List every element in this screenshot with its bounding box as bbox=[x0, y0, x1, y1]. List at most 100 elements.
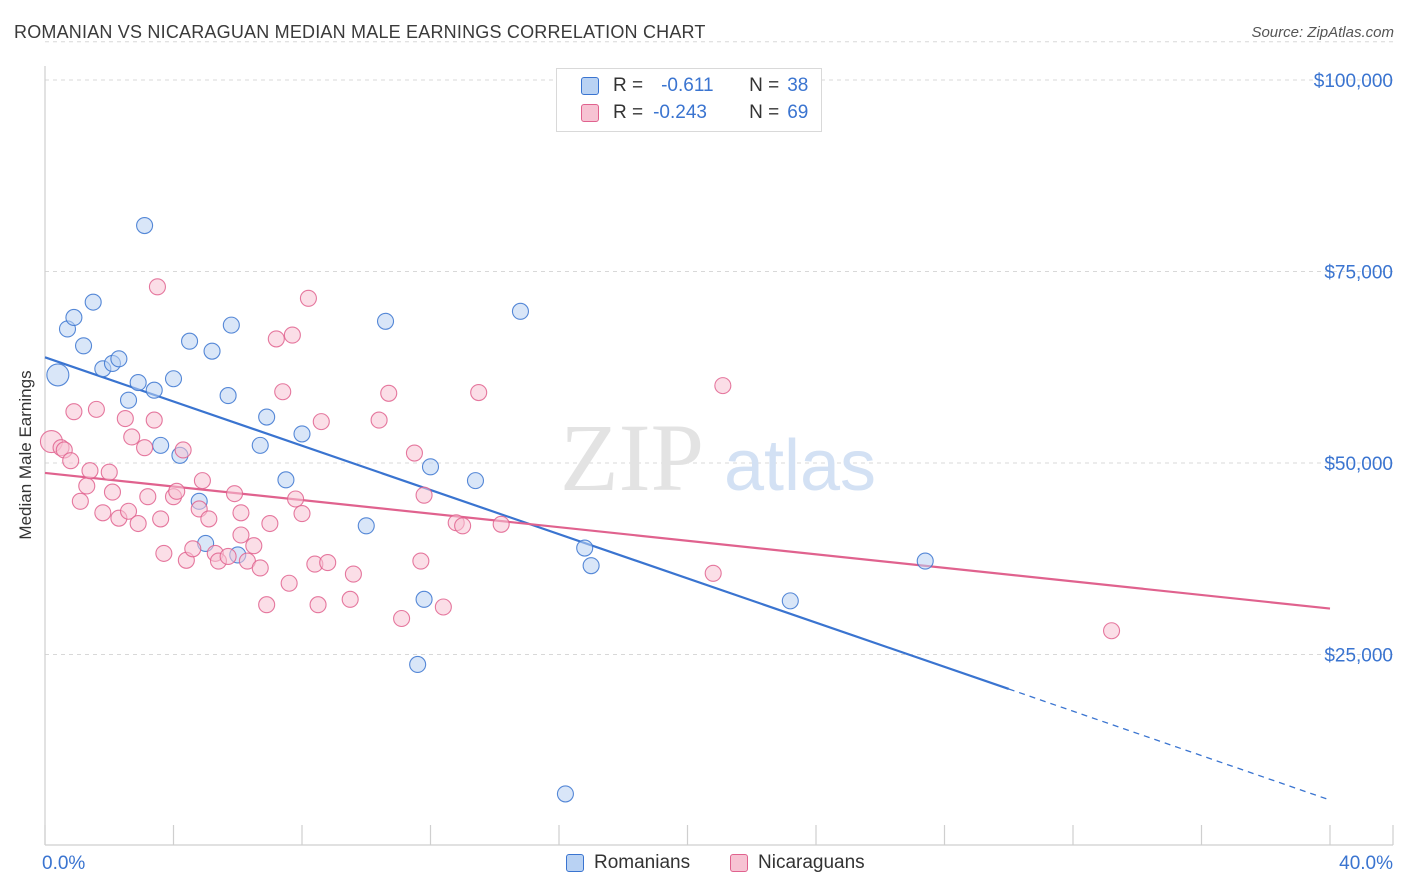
legend-r-value: -0.611 bbox=[661, 75, 714, 96]
nicaraguan-point bbox=[287, 490, 305, 508]
nicaraguan-point bbox=[274, 383, 292, 401]
data-points bbox=[39, 216, 1121, 803]
romanian-point bbox=[357, 517, 375, 535]
romanian-point bbox=[251, 436, 269, 454]
nicaraguan-point bbox=[219, 547, 237, 566]
nicaraguan-point bbox=[293, 505, 311, 523]
regression-lines bbox=[44, 356, 1331, 801]
romanian-point bbox=[145, 381, 163, 399]
nicaraguan-point bbox=[370, 411, 388, 429]
nicaraguan-point bbox=[380, 384, 398, 402]
romanian-point bbox=[376, 312, 395, 330]
legend-swatch-blue bbox=[566, 854, 584, 872]
legend-r-label: R = bbox=[613, 102, 644, 123]
romanian-point bbox=[277, 471, 295, 489]
nicaraguan-point bbox=[71, 492, 89, 510]
tick-labels: $25,000 $50,000 $75,000 $100,000 0.0% 40.0% bbox=[42, 71, 1393, 874]
legend-label-nicaraguans: Nicaraguans bbox=[758, 852, 865, 873]
nicaraguan-point bbox=[434, 598, 452, 616]
romanian-point bbox=[164, 370, 183, 388]
nicaraguan-point bbox=[193, 472, 211, 490]
nicaraguan-point bbox=[393, 609, 411, 628]
romanian-point bbox=[181, 332, 199, 350]
nicaraguan-point bbox=[454, 517, 472, 535]
nicaraguan-point bbox=[200, 510, 218, 528]
romanian-point bbox=[258, 408, 276, 426]
nicaraguan-point bbox=[344, 565, 362, 583]
romanian-point bbox=[46, 363, 70, 387]
legend-r-value: -0.243 bbox=[653, 102, 707, 123]
y-axis-label: Median Male Earnings bbox=[16, 370, 35, 539]
nicaraguan-point bbox=[103, 483, 122, 501]
nicaraguan-point bbox=[65, 403, 83, 421]
nicaraguan-point bbox=[312, 413, 330, 431]
nicaraguan-point bbox=[1103, 622, 1121, 640]
nicaraguan-point bbox=[309, 596, 327, 614]
nicaraguan-point bbox=[174, 441, 192, 459]
nicaraguan-point bbox=[129, 514, 147, 533]
romanian-point bbox=[152, 436, 170, 454]
romanian-point bbox=[781, 592, 799, 610]
nicaraguan-point bbox=[492, 515, 510, 533]
correlation-legend: R = -0.611 N = 38 R = -0.243 N = 69 bbox=[556, 68, 822, 132]
romanian-point bbox=[136, 216, 154, 235]
legend-swatch-pink bbox=[581, 104, 599, 122]
nicaraguan-point bbox=[62, 452, 80, 470]
nicaraguan-point bbox=[470, 383, 488, 402]
nicaraguan-point bbox=[136, 439, 154, 457]
nicaraguan-point bbox=[145, 411, 163, 429]
nicaraguan-point bbox=[415, 486, 433, 504]
legend-row-nicaraguans: R = -0.243 N = 69 bbox=[581, 100, 808, 126]
romanian-point bbox=[203, 342, 221, 360]
nicaraguan-point bbox=[78, 477, 96, 495]
nicaraguan-point bbox=[119, 502, 138, 520]
nicaraguan-point bbox=[100, 463, 118, 481]
nicaraguan-point bbox=[283, 326, 301, 344]
y-tick-label: $75,000 bbox=[1324, 263, 1393, 284]
series-legend-romanians: Romanians bbox=[566, 852, 690, 874]
grid-lines bbox=[45, 41, 1393, 655]
x-tick-label: 40.0% bbox=[1339, 853, 1393, 874]
regression-extrapolation bbox=[1008, 688, 1331, 801]
romanian-point bbox=[75, 337, 93, 355]
nicaraguan-point bbox=[261, 514, 279, 533]
legend-n-label: N = bbox=[749, 75, 780, 96]
legend-r-label: R = bbox=[613, 75, 644, 96]
nicaraguan-point bbox=[412, 552, 430, 570]
romanian-point bbox=[65, 308, 83, 327]
series-legend-nicaraguans: Nicaraguans bbox=[730, 852, 865, 874]
chart-title: ROMANIAN VS NICARAGUAN MEDIAN MALE EARNI… bbox=[14, 22, 706, 42]
watermark: ZIP atlas bbox=[560, 404, 876, 511]
legend-swatch-pink bbox=[730, 854, 748, 872]
romanian-point bbox=[556, 785, 574, 803]
nicaraguan-point bbox=[704, 564, 722, 582]
romanian-point bbox=[576, 539, 594, 557]
romanian-point bbox=[293, 425, 311, 443]
romanian-point bbox=[409, 655, 427, 674]
legend-n-value: 69 bbox=[787, 102, 809, 123]
x-tick-label: 0.0% bbox=[42, 853, 85, 874]
nicaraguan-point bbox=[299, 289, 317, 307]
romanian-point bbox=[466, 472, 485, 490]
regression-line-nicaraguans bbox=[44, 471, 1331, 610]
nicaraguan-point bbox=[267, 330, 285, 348]
axes bbox=[44, 66, 1394, 846]
nicaraguan-point bbox=[714, 377, 732, 395]
chart-source: Source: ZipAtlas.com bbox=[1251, 24, 1394, 41]
romanian-point bbox=[110, 350, 128, 368]
legend-label-romanians: Romanians bbox=[594, 852, 691, 873]
legend-swatch-blue bbox=[581, 77, 599, 95]
nicaraguan-point bbox=[319, 554, 337, 572]
nicaraguan-point bbox=[139, 488, 157, 506]
y-tick-label: $25,000 bbox=[1324, 646, 1393, 667]
nicaraguan-point bbox=[280, 574, 298, 592]
y-tick-label: $50,000 bbox=[1324, 454, 1393, 475]
nicaraguan-point bbox=[148, 278, 166, 296]
nicaraguan-point bbox=[225, 485, 244, 503]
nicaraguan-point bbox=[232, 526, 250, 544]
romanian-point bbox=[415, 590, 433, 608]
nicaraguan-point bbox=[152, 510, 170, 528]
nicaraguan-point bbox=[184, 540, 202, 558]
nicaraguan-point bbox=[258, 596, 276, 614]
nicaraguan-point bbox=[232, 504, 250, 522]
